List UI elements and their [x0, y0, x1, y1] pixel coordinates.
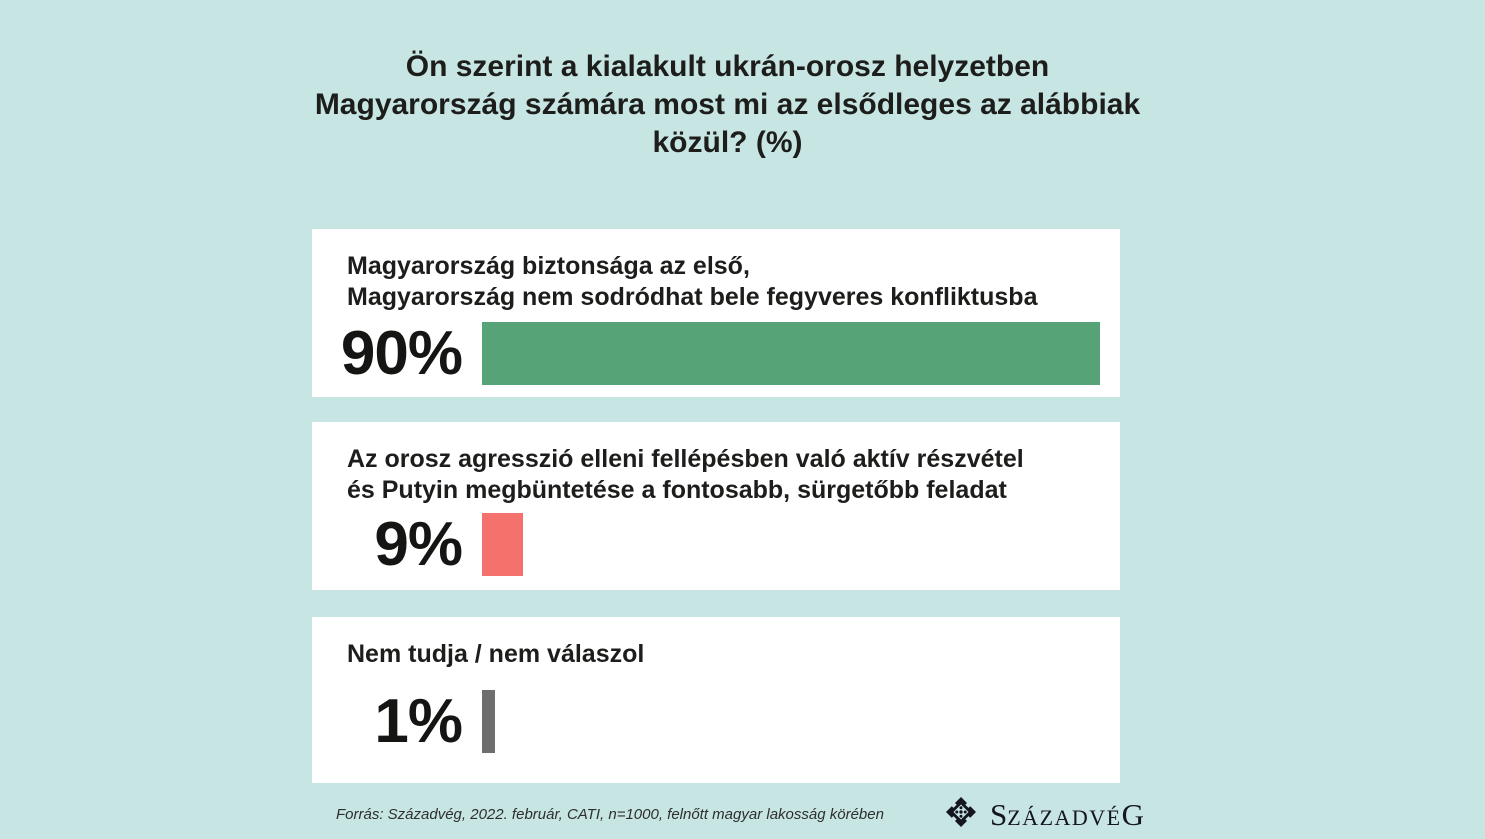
- answer-label-line-1: Nem tudja / nem válaszol: [347, 640, 645, 668]
- bar-red: [482, 513, 523, 576]
- answer-label-line-2: Magyarország nem sodródhat bele fegyvere…: [347, 283, 1038, 311]
- bar-green: [482, 322, 1100, 385]
- value-label: 9%: [374, 510, 463, 579]
- answer-label: Nem tudja / nem válaszol: [347, 639, 644, 670]
- source-note: Forrás: Századvég, 2022. február, CATI, …: [336, 806, 884, 823]
- wordmark-final: G: [1121, 796, 1145, 832]
- szazadveg-logo: S ZÁZADVÉ G: [945, 796, 1144, 833]
- wordmark-initial: S: [990, 796, 1008, 832]
- answer-label: Magyarország biztonsága az első, Magyaro…: [347, 251, 1037, 313]
- bar-gray: [482, 690, 495, 753]
- szazadveg-wordmark: S ZÁZADVÉ G: [990, 797, 1144, 833]
- chart-title-line-1: Ön szerint a kialakult ukrán-orosz helyz…: [405, 50, 1050, 83]
- answer-card-dont-know: Nem tudja / nem válaszol 1%: [312, 617, 1120, 783]
- answer-label-line-1: Az orosz agresszió elleni fellépésben va…: [347, 445, 1024, 473]
- szazadveg-emblem-icon: [945, 796, 977, 833]
- answer-label: Az orosz agresszió elleni fellépésben va…: [347, 444, 1024, 506]
- answer-card-safety-first: Magyarország biztonsága az első, Magyaro…: [312, 229, 1120, 397]
- value-label: 1%: [374, 687, 463, 756]
- wordmark-middle: ZÁZADVÉ: [1007, 804, 1122, 830]
- answer-label-line-1: Magyarország biztonsága az első,: [347, 252, 750, 280]
- answer-card-active-participation: Az orosz agresszió elleni fellépésben va…: [312, 422, 1120, 590]
- answer-label-line-2: és Putyin megbüntetése a fontosabb, sürg…: [347, 476, 1007, 504]
- value-label: 90%: [340, 319, 463, 388]
- chart-title-line-3: közül? (%): [652, 126, 803, 159]
- chart-title-line-2: Magyarország számára most mi az elsődleg…: [314, 88, 1141, 121]
- chart-title: Ön szerint a kialakult ukrán-orosz helyz…: [0, 48, 1455, 162]
